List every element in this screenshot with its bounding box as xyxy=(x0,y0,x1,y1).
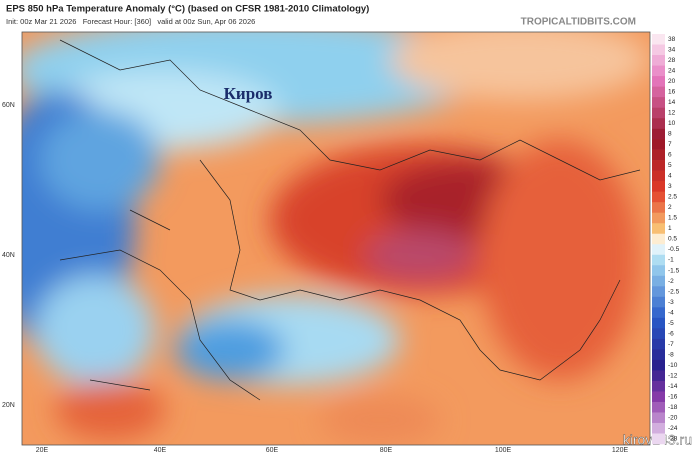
legend-label: -14 xyxy=(668,383,678,390)
legend-label: 16 xyxy=(668,89,676,96)
legend-label: 14 xyxy=(668,99,676,106)
legend-swatch xyxy=(652,181,665,192)
legend-swatch xyxy=(652,191,665,203)
legend-label: 28 xyxy=(668,57,676,64)
legend-label: -2 xyxy=(668,278,674,285)
legend-label: -1 xyxy=(668,257,674,264)
legend-swatch xyxy=(652,391,665,403)
legend-label: -28 xyxy=(668,435,678,442)
legend-label: 0.5 xyxy=(668,236,677,243)
legend-swatch xyxy=(652,55,665,66)
legend-swatch xyxy=(652,328,665,340)
anomaly-field xyxy=(22,32,650,445)
legend-swatch xyxy=(652,223,665,235)
legend-swatch xyxy=(652,401,665,413)
legend-label: 10 xyxy=(668,120,676,127)
legend-swatch xyxy=(652,254,665,266)
subtitle: Init: 00z Mar 21 2026 Forecast Hour: [36… xyxy=(6,17,255,26)
legend-swatch xyxy=(652,286,665,298)
legend-swatch xyxy=(652,128,665,140)
legend-label: 38 xyxy=(668,36,676,43)
legend-label: 2.5 xyxy=(668,194,677,201)
legend-swatch xyxy=(652,86,665,98)
legend-label: 5 xyxy=(668,162,672,169)
legend-label: -2.5 xyxy=(668,288,680,295)
legend-label: -24 xyxy=(668,425,678,432)
legend-label: 12 xyxy=(668,110,676,117)
legend-swatch xyxy=(652,349,665,361)
legend-swatch xyxy=(652,380,665,392)
legend-swatch xyxy=(652,107,665,119)
legend-swatch xyxy=(652,97,665,108)
legend-label: 34 xyxy=(668,46,676,53)
legend-swatch xyxy=(652,44,665,56)
legend-label: 2 xyxy=(668,204,672,211)
legend-label: 24 xyxy=(668,68,676,75)
legend-swatch xyxy=(652,149,665,161)
legend-swatch xyxy=(652,160,665,171)
legend-label: -7 xyxy=(668,341,674,348)
legend-label: 4 xyxy=(668,173,672,180)
legend-label: 1 xyxy=(668,225,672,232)
title: EPS 850 hPa Temperature Anomaly (°C) (ba… xyxy=(6,4,369,15)
legend-label: -6 xyxy=(668,330,674,337)
lon-label: 60E xyxy=(266,447,279,454)
legend-swatch xyxy=(652,76,665,87)
legend-swatch xyxy=(652,65,665,77)
legend-label: -20 xyxy=(668,414,678,421)
legend-label: 7 xyxy=(668,141,672,148)
site-label: TROPICALTIDBITS.COM xyxy=(521,17,636,28)
legend-swatch xyxy=(652,296,665,308)
legend-swatch xyxy=(652,265,665,277)
legend-label: -8 xyxy=(668,351,674,358)
legend-label: 1.5 xyxy=(668,215,677,222)
legend-label: -3 xyxy=(668,299,674,306)
legend-swatch xyxy=(652,317,665,329)
lon-label: 120E xyxy=(612,447,629,454)
place-label: Киров xyxy=(224,84,273,103)
lat-label: 60N xyxy=(2,102,15,109)
legend-swatch xyxy=(652,275,665,287)
lon-label: 40E xyxy=(154,447,167,454)
legend-swatch xyxy=(652,34,665,45)
legend-swatch xyxy=(652,359,665,371)
lat-label: 40N xyxy=(2,252,15,259)
legend-swatch xyxy=(652,118,665,129)
lon-label: 20E xyxy=(36,447,49,454)
legend-swatch xyxy=(652,422,665,434)
legend-swatch xyxy=(652,370,665,382)
legend-label: -18 xyxy=(668,404,678,411)
map-frame xyxy=(21,31,651,446)
legend-swatch xyxy=(652,244,665,256)
legend-swatch xyxy=(652,139,665,150)
legend-label: 20 xyxy=(668,78,676,85)
legend-label: -12 xyxy=(668,372,678,379)
legend-label: -4 xyxy=(668,309,674,316)
legend-label: 8 xyxy=(668,131,672,138)
legend-swatch xyxy=(652,202,665,214)
legend-swatch xyxy=(652,338,665,350)
legend-label: -1.5 xyxy=(668,267,680,274)
legend-swatch xyxy=(652,170,665,182)
lon-label: 80E xyxy=(380,447,393,454)
legend-label: 3 xyxy=(668,183,672,190)
legend-swatch xyxy=(652,433,665,445)
legend-swatch xyxy=(652,212,665,224)
lat-label: 20N xyxy=(2,402,15,409)
legend-label: -0.5 xyxy=(668,246,680,253)
legend-label: -5 xyxy=(668,320,674,327)
legend-label: -16 xyxy=(668,393,678,400)
legend-label: 6 xyxy=(668,152,672,159)
lon-label: 100E xyxy=(495,447,512,454)
legend-label: -10 xyxy=(668,362,678,369)
legend-swatch xyxy=(652,412,665,424)
legend-swatch xyxy=(652,307,665,319)
legend-swatch xyxy=(652,233,665,245)
